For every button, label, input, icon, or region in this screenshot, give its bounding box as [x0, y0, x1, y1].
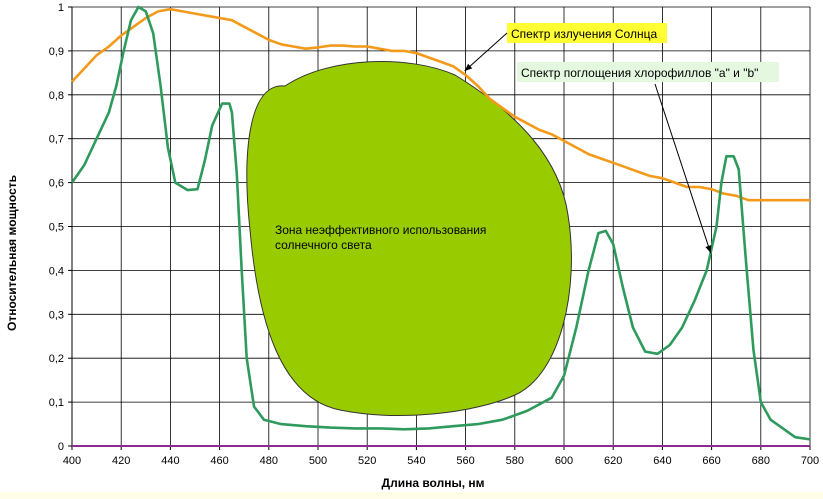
chlorophyll-label-arrow-head — [705, 245, 712, 254]
y-tick-label: 0,2 — [49, 353, 64, 365]
annotations: Спектр излучения Солнца Спектр поглощени… — [464, 23, 779, 254]
x-tick-label: 580 — [506, 455, 524, 467]
x-tick-label: 420 — [112, 455, 130, 467]
y-tick-label: 0,1 — [49, 397, 64, 409]
y-tick-label: 1 — [58, 2, 64, 14]
zone-label-line-1: Зона неэффективного использования — [275, 223, 486, 237]
y-tick-label: 0,7 — [49, 134, 64, 146]
x-tick-label: 640 — [653, 455, 671, 467]
x-tick-label: 560 — [456, 455, 474, 467]
y-tick-label: 0,9 — [49, 46, 64, 58]
chlorophyll-label-box — [517, 62, 779, 82]
inefficient-zone-shape — [246, 60, 572, 416]
inefficient-zone: Зона неэффективного использования солнеч… — [246, 60, 572, 416]
x-tick-label: 520 — [358, 455, 376, 467]
annotation-arrows — [464, 32, 712, 254]
x-tick-label: 540 — [407, 455, 425, 467]
y-tick-label: 0,8 — [49, 90, 64, 102]
bottom-band — [0, 492, 823, 499]
sun-emission-line — [71, 7, 810, 202]
x-tick-label: 700 — [801, 455, 819, 467]
chlorophyll-label: Спектр поглощения хлорофиллов "а" и "b" — [521, 66, 758, 80]
x-tick-label: 400 — [63, 455, 81, 467]
x-tick-label: 620 — [604, 455, 622, 467]
y-tick-label: 0,3 — [49, 309, 64, 321]
x-tick-label: 500 — [309, 455, 327, 467]
x-tick-label: 480 — [260, 455, 278, 467]
x-axis-title: Длина волны, нм — [382, 476, 485, 490]
sun-spectrum-label-box — [507, 23, 667, 43]
x-tick-label: 660 — [702, 455, 720, 467]
x-tick-label: 600 — [555, 455, 573, 467]
y-tick-label: 0 — [58, 441, 64, 453]
y-tick-label: 0,6 — [49, 178, 64, 190]
sun-spectrum-label: Спектр излучения Солнца — [511, 27, 657, 41]
y-tick-label: 0,5 — [49, 222, 64, 234]
x-tick-label: 440 — [161, 455, 179, 467]
chlorophyll-label-arrow — [654, 83, 712, 254]
sun-label-arrow-head — [464, 63, 473, 72]
sun-label-arrow — [464, 32, 508, 72]
y-tick-label: 0,4 — [49, 265, 64, 277]
zone-label-line-2: солнечного света — [275, 238, 372, 252]
x-tick-label: 680 — [752, 455, 770, 467]
x-tick-label: 460 — [210, 455, 228, 467]
series-layer — [70, 5, 811, 447]
y-axis-title: Относительная мощность — [5, 175, 19, 331]
chlorophyll-absorption-line — [70, 5, 811, 441]
